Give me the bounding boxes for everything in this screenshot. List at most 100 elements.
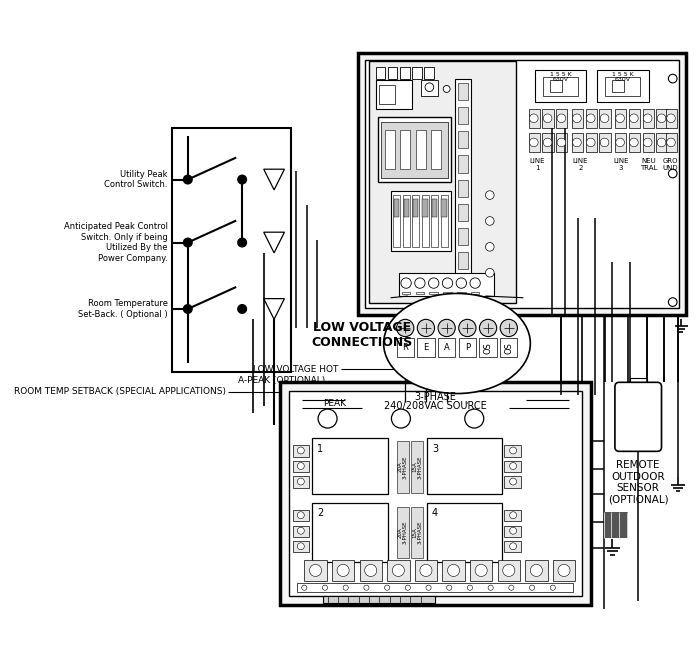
Circle shape — [510, 543, 517, 550]
Bar — [535, 70, 587, 102]
Text: OS: OS — [484, 342, 493, 354]
Circle shape — [475, 564, 487, 576]
Bar — [629, 133, 640, 152]
Text: 4: 4 — [432, 508, 438, 518]
Circle shape — [465, 409, 484, 428]
Bar — [455, 79, 471, 286]
Bar — [427, 438, 502, 494]
Bar — [615, 109, 626, 128]
Circle shape — [447, 585, 452, 591]
Circle shape — [391, 409, 410, 428]
Circle shape — [480, 319, 497, 337]
Bar — [500, 338, 517, 357]
Circle shape — [668, 298, 677, 307]
Circle shape — [510, 512, 517, 518]
Circle shape — [488, 585, 494, 591]
Bar — [572, 109, 583, 128]
Bar — [427, 503, 502, 562]
Circle shape — [442, 278, 453, 289]
Text: Room Temperature
Set-Back. ( Optional ): Room Temperature Set-Back. ( Optional ) — [78, 299, 168, 319]
Bar — [388, 67, 398, 79]
Text: LOW VOLTAGE HOT: LOW VOLTAGE HOT — [253, 365, 338, 374]
Circle shape — [426, 585, 431, 591]
Text: LINE
3: LINE 3 — [613, 158, 629, 171]
Text: P: P — [465, 343, 470, 352]
Circle shape — [510, 478, 517, 485]
Bar — [498, 560, 520, 580]
Text: E: E — [424, 343, 428, 352]
Bar — [458, 228, 468, 245]
FancyBboxPatch shape — [615, 382, 662, 452]
Bar — [358, 53, 686, 315]
Circle shape — [309, 564, 321, 576]
Circle shape — [657, 138, 666, 147]
Text: 3-PHASE: 3-PHASE — [414, 392, 456, 402]
Bar — [360, 560, 382, 580]
Bar — [429, 292, 438, 295]
Bar — [629, 109, 640, 128]
Bar — [542, 109, 554, 128]
Bar — [458, 131, 468, 148]
Bar — [657, 109, 668, 128]
Bar — [312, 438, 388, 494]
Text: 2: 2 — [317, 508, 323, 518]
Circle shape — [510, 462, 517, 470]
Circle shape — [543, 114, 552, 123]
Circle shape — [529, 585, 535, 591]
Text: 1 5 5 K
630V: 1 5 5 K 630V — [612, 71, 634, 82]
Bar — [643, 133, 654, 152]
Bar — [393, 195, 400, 247]
Bar — [586, 109, 597, 128]
Circle shape — [486, 191, 494, 199]
Bar — [505, 526, 521, 537]
Bar — [421, 80, 438, 96]
Text: ROOM TEMP SETBACK (SPECIAL APPLICATIONS): ROOM TEMP SETBACK (SPECIAL APPLICATIONS) — [14, 387, 226, 396]
Bar — [416, 292, 424, 295]
Bar — [365, 59, 679, 308]
Bar — [525, 560, 547, 580]
Circle shape — [392, 564, 405, 576]
Text: NEU
TRAL: NEU TRAL — [640, 158, 657, 171]
Bar — [412, 506, 424, 558]
Bar — [416, 130, 426, 169]
Circle shape — [510, 447, 517, 454]
Circle shape — [298, 447, 304, 454]
Bar — [323, 597, 435, 603]
Bar — [458, 83, 468, 100]
Bar — [458, 156, 468, 172]
Bar — [400, 130, 410, 169]
Text: PEAK: PEAK — [323, 399, 346, 407]
Bar — [442, 560, 465, 580]
Bar — [293, 461, 309, 472]
Circle shape — [643, 114, 652, 123]
Bar — [293, 510, 309, 521]
Circle shape — [447, 564, 460, 576]
Circle shape — [343, 585, 349, 591]
Bar — [293, 476, 309, 488]
Circle shape — [616, 138, 624, 147]
Bar — [293, 541, 309, 552]
Bar — [572, 133, 583, 152]
Polygon shape — [264, 232, 284, 253]
Bar — [423, 199, 428, 216]
Circle shape — [302, 585, 307, 591]
Bar — [542, 133, 554, 152]
Circle shape — [629, 138, 638, 147]
Circle shape — [405, 585, 410, 591]
Circle shape — [298, 478, 304, 485]
Circle shape — [600, 138, 609, 147]
Bar — [505, 541, 521, 552]
Bar — [543, 77, 578, 96]
Bar — [458, 338, 476, 357]
Circle shape — [443, 86, 450, 92]
Bar — [421, 195, 428, 247]
Text: R: R — [402, 343, 408, 352]
Circle shape — [298, 512, 304, 518]
Text: LINE
1: LINE 1 — [529, 158, 545, 171]
Circle shape — [486, 216, 494, 225]
Bar — [438, 338, 455, 357]
Circle shape — [414, 278, 425, 289]
Bar — [470, 560, 492, 580]
Bar — [298, 583, 573, 592]
Circle shape — [298, 527, 304, 534]
